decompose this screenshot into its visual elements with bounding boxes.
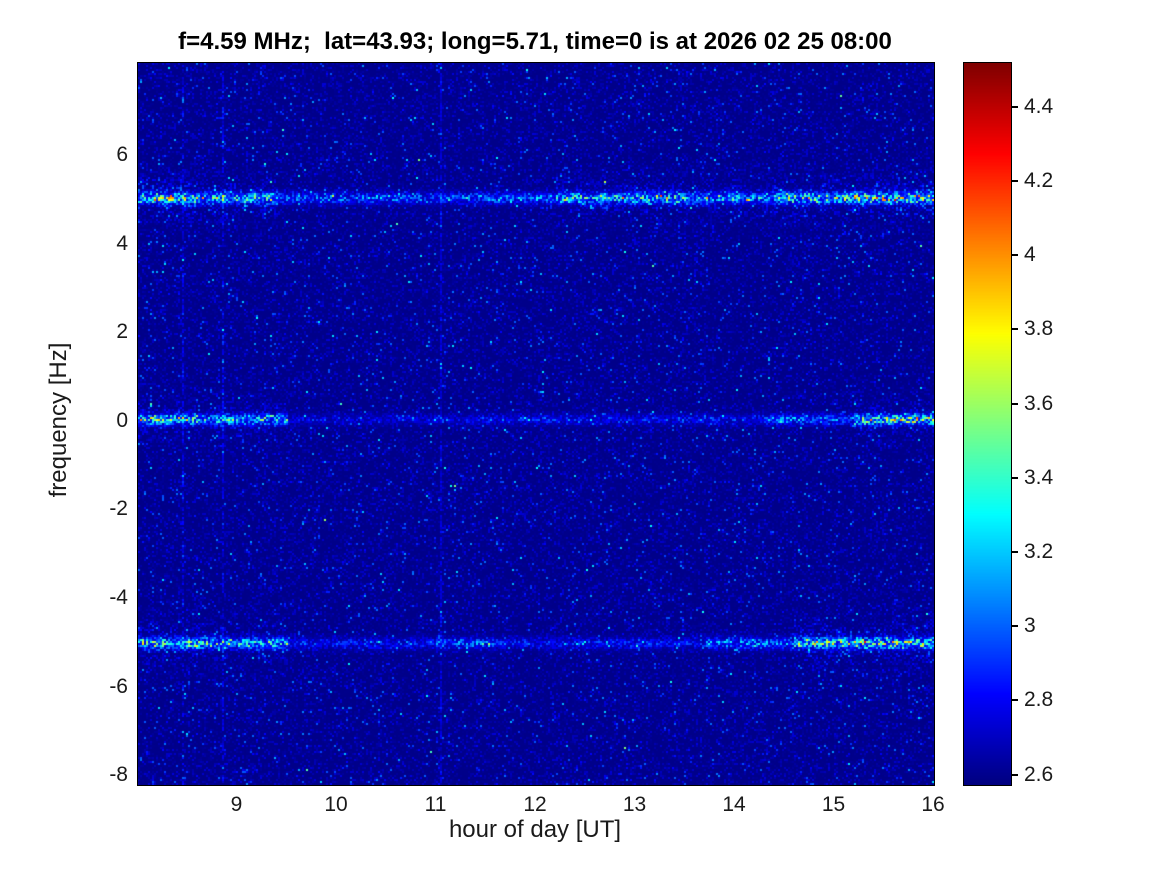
plot-area	[137, 62, 935, 786]
colorbar-tick-label: 4.2	[1024, 168, 1054, 192]
heatmap-canvas	[138, 63, 934, 785]
colorbar-tick-label: 3.2	[1024, 539, 1054, 563]
colorbar-tick-label: 4.4	[1024, 94, 1054, 118]
y-tick-label: -8	[109, 763, 128, 787]
colorbar-tick-mark	[1012, 476, 1018, 479]
x-tick-label: 11	[424, 793, 447, 816]
colorbar-tick-mark	[1012, 699, 1018, 702]
colorbar-tick-mark	[1012, 105, 1018, 108]
colorbar-tick-mark	[1012, 179, 1018, 182]
y-tick-label: 6	[116, 143, 128, 167]
x-tick-label: 12	[523, 793, 547, 816]
colorbar-tick-mark	[1012, 328, 1018, 331]
x-tick-label: 10	[324, 793, 348, 816]
colorbar	[963, 62, 1012, 786]
colorbar-tick-mark	[1012, 773, 1018, 776]
colorbar-tick-label: 2.8	[1024, 688, 1054, 712]
colorbar-tick-label: 3.6	[1024, 391, 1054, 415]
colorbar-tick-label: 2.6	[1024, 762, 1054, 786]
y-tick-label: -2	[109, 497, 128, 521]
colorbar-tick-label: 3.8	[1024, 317, 1054, 341]
x-axis-label: hour of day [UT]	[448, 816, 622, 843]
colorbar-tick-label: 4	[1024, 243, 1036, 267]
x-tick-label: 16	[921, 793, 945, 816]
x-tick-label: 14	[722, 793, 746, 816]
colorbar-tick-label: 3	[1024, 614, 1036, 638]
x-tick-label: 9	[230, 793, 243, 816]
colorbar-tick-label: 3.4	[1024, 465, 1054, 489]
y-tick-label: -6	[109, 674, 128, 698]
x-tick-label: 13	[622, 793, 647, 816]
y-tick-label: -4	[109, 585, 128, 609]
colorbar-tick-mark	[1012, 550, 1018, 553]
colorbar-gradient-canvas	[964, 63, 1011, 785]
colorbar-tick-mark	[1012, 402, 1018, 405]
colorbar-tick-mark	[1012, 254, 1018, 257]
y-tick-label: 4	[116, 231, 128, 255]
chart-title: f=4.59 MHz; lat=43.93; long=5.71, time=0…	[178, 28, 892, 55]
y-tick-label: 2	[116, 320, 128, 344]
x-tick-label: 15	[821, 793, 846, 816]
colorbar-tick-mark	[1012, 625, 1018, 628]
y-tick-label: 0	[116, 408, 128, 432]
